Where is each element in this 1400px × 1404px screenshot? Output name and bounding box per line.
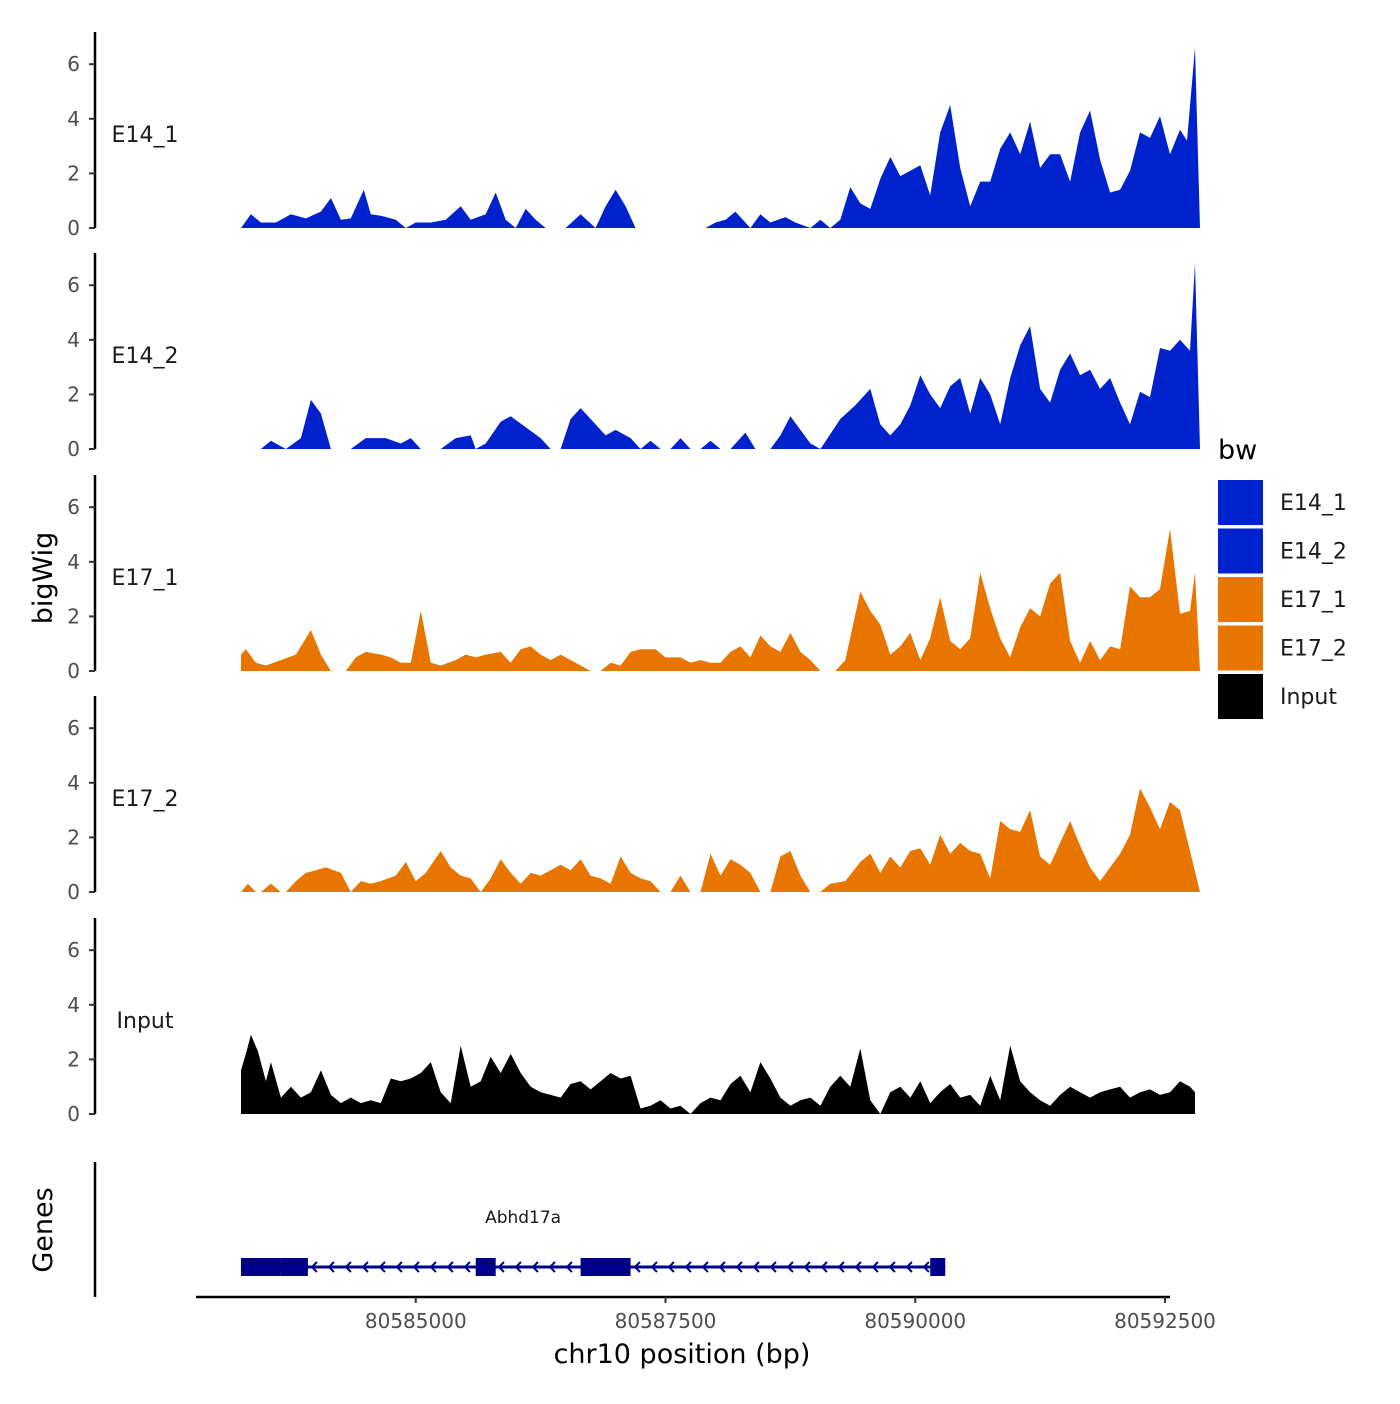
strand-arrow xyxy=(871,1261,879,1273)
y-tick-label: 6 xyxy=(67,716,80,740)
genes-layer: Abhd17a xyxy=(93,1162,946,1297)
track-e17-1: 0 2 4 6 E17_1 xyxy=(67,475,1200,683)
x-tick-label: 80587500 xyxy=(615,1309,717,1333)
y-axis-title: bigWig xyxy=(28,532,59,625)
strand-arrow xyxy=(786,1261,794,1273)
strand-arrow xyxy=(429,1261,437,1273)
exon xyxy=(930,1258,946,1276)
y-tick-label: 2 xyxy=(67,604,80,628)
y-tick-label: 0 xyxy=(67,659,80,683)
strand-arrow xyxy=(888,1261,896,1273)
strand-arrow xyxy=(650,1261,658,1273)
strand-arrow xyxy=(548,1261,556,1273)
strand-arrow xyxy=(378,1261,386,1273)
legend-key-e14-2 xyxy=(1218,528,1263,574)
y-tick-label: 6 xyxy=(67,273,80,297)
strand-arrow xyxy=(684,1261,692,1273)
area-e14-2 xyxy=(260,263,1200,449)
strand-arrow xyxy=(820,1261,828,1273)
y-tick-label: 2 xyxy=(67,1047,80,1071)
area-e14-1 xyxy=(241,47,1200,228)
x-axis-title: chr10 position (bp) xyxy=(554,1339,811,1370)
track-e14-1: 0 2 4 6 E14_1 xyxy=(67,32,1200,240)
strand-arrow xyxy=(412,1261,420,1273)
legend: bw E14_1 E14_2 E17_1 E17_2 Input xyxy=(1218,435,1347,719)
legend-key-e14-1 xyxy=(1218,480,1263,525)
legend-label: Input xyxy=(1280,685,1337,710)
strand-arrow xyxy=(837,1261,845,1273)
strand-arrow xyxy=(395,1261,403,1273)
y-tick-label: 0 xyxy=(67,1102,80,1126)
strand-arrow xyxy=(701,1261,709,1273)
x-tick-label: 80592500 xyxy=(1114,1309,1216,1333)
track-label: E14_2 xyxy=(112,344,179,369)
legend-label: E14_2 xyxy=(1280,540,1347,565)
area-input xyxy=(241,1034,1195,1114)
legend-label: E17_1 xyxy=(1280,588,1347,613)
exon xyxy=(280,1258,308,1276)
y-tick-label: 2 xyxy=(67,161,80,185)
strand-arrow xyxy=(565,1261,573,1273)
strand-arrow xyxy=(531,1261,539,1273)
y-tick-label: 6 xyxy=(67,52,80,76)
gene-label: Abhd17a xyxy=(485,1208,561,1228)
genes-track-title: Genes xyxy=(28,1187,59,1272)
legend-key-e17-1 xyxy=(1218,577,1263,622)
exon xyxy=(240,1258,281,1276)
y-tick-label: 2 xyxy=(67,382,80,406)
legend-label: E17_2 xyxy=(1280,637,1347,662)
strand-arrow xyxy=(854,1261,862,1273)
strand-arrow xyxy=(922,1261,930,1273)
strand-arrow xyxy=(327,1261,335,1273)
strand-arrow xyxy=(497,1261,505,1273)
strand-arrow xyxy=(769,1261,777,1273)
strand-arrow xyxy=(735,1261,743,1273)
track-label: Input xyxy=(117,1009,174,1034)
x-axis: 80585000 80587500 80590000 80592500 xyxy=(196,1295,1216,1333)
tracks-layer: 0 2 4 6 E14_1 0 2 4 6 E14_2 0 2 4 6 E17_1 0 2 4 6 E17_2 0 2 4 6… xyxy=(67,32,1200,1126)
strand-arrow xyxy=(633,1261,641,1273)
strand-arrow xyxy=(514,1261,522,1273)
y-tick-label: 4 xyxy=(67,550,80,574)
strand-arrow xyxy=(718,1261,726,1273)
strand-arrow xyxy=(361,1261,369,1273)
y-tick-label: 0 xyxy=(67,216,80,240)
strand-arrow xyxy=(752,1261,760,1273)
strand-arrow xyxy=(667,1261,675,1273)
area-e17-2 xyxy=(241,788,1200,892)
exon xyxy=(475,1258,496,1276)
y-tick-label: 4 xyxy=(67,771,80,795)
strand-arrow xyxy=(803,1261,811,1273)
strand-arrow xyxy=(446,1261,454,1273)
area-e17-1 xyxy=(241,529,1200,671)
track-label: E17_1 xyxy=(112,566,179,591)
y-tick-label: 4 xyxy=(67,107,80,131)
strand-arrow xyxy=(344,1261,352,1273)
track-e14-2: 0 2 4 6 E14_2 xyxy=(67,253,1200,461)
gene-abhd17a: Abhd17a xyxy=(240,1208,946,1276)
x-tick-label: 80585000 xyxy=(365,1309,467,1333)
y-tick-label: 2 xyxy=(67,825,80,849)
x-tick-label: 80590000 xyxy=(864,1309,966,1333)
track-e17-2: 0 2 4 6 E17_2 xyxy=(67,696,1200,904)
y-tick-label: 6 xyxy=(67,938,80,962)
legend-key-input xyxy=(1218,674,1263,719)
y-tick-label: 0 xyxy=(67,437,80,461)
legend-label: E14_1 xyxy=(1280,491,1347,516)
y-tick-label: 6 xyxy=(67,495,80,519)
y-tick-label: 4 xyxy=(67,328,80,352)
legend-title: bw xyxy=(1218,435,1257,466)
track-input: 0 2 4 6 Input xyxy=(67,918,1195,1126)
exon xyxy=(580,1258,631,1276)
y-tick-label: 4 xyxy=(67,993,80,1017)
strand-arrow xyxy=(463,1261,471,1273)
track-label: E17_2 xyxy=(112,787,179,812)
track-label: E14_1 xyxy=(112,123,179,148)
strand-arrow xyxy=(905,1261,913,1273)
strand-arrow xyxy=(310,1261,318,1273)
legend-key-e17-2 xyxy=(1218,625,1263,671)
y-tick-label: 0 xyxy=(67,880,80,904)
